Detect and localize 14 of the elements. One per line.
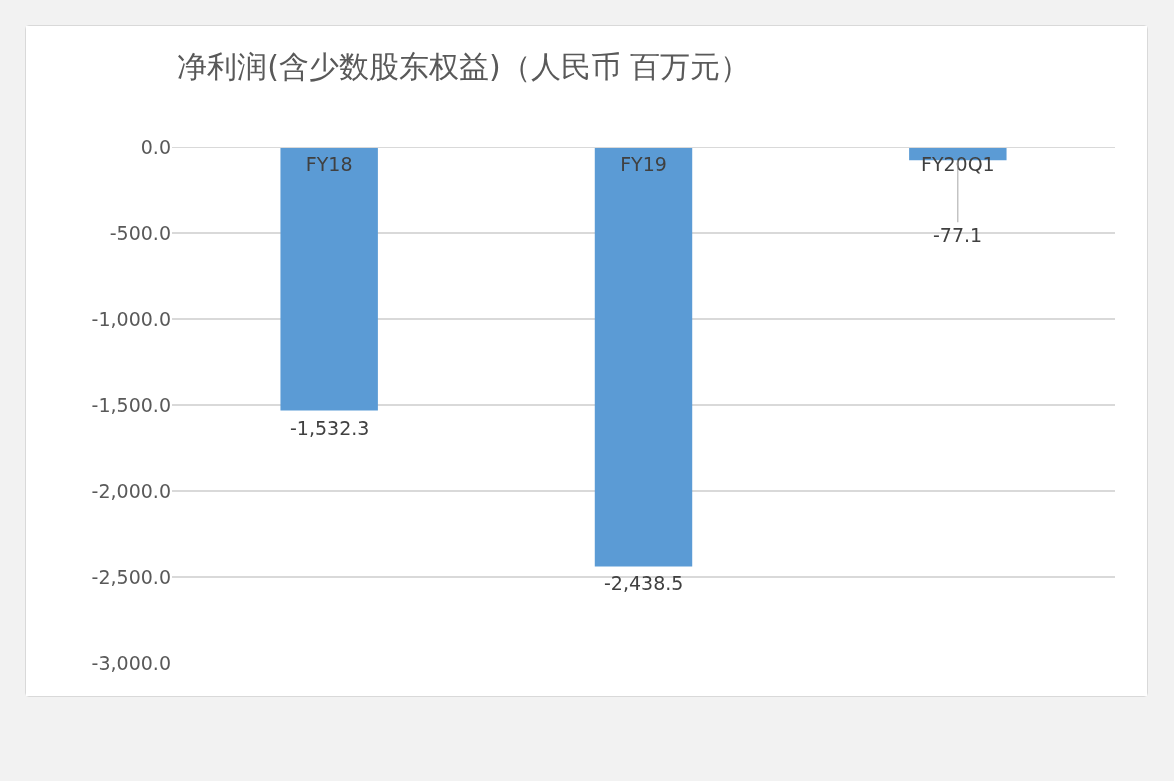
- data-label: -77.1: [933, 224, 983, 246]
- y-tick-label: 0.0: [140, 135, 171, 158]
- x-tick-label: FY19: [620, 152, 667, 175]
- y-tick-label: -2,500.0: [91, 565, 171, 588]
- chart-title: 净利润(含少数股东权益)（人民币 百万元）: [177, 49, 751, 85]
- data-label: -1,532.3: [290, 417, 370, 439]
- x-tick-label: FY20Q1: [920, 152, 995, 175]
- y-tick-label: -3,000.0: [91, 651, 171, 674]
- data-label: -2,438.5: [604, 572, 684, 594]
- y-tick-label: -1,500.0: [91, 393, 171, 416]
- y-tick-label: -1,000.0: [91, 307, 171, 330]
- y-tick-label: -2,000.0: [91, 479, 171, 502]
- y-tick-label: -500.0: [109, 221, 171, 244]
- x-tick-label: FY18: [305, 152, 353, 175]
